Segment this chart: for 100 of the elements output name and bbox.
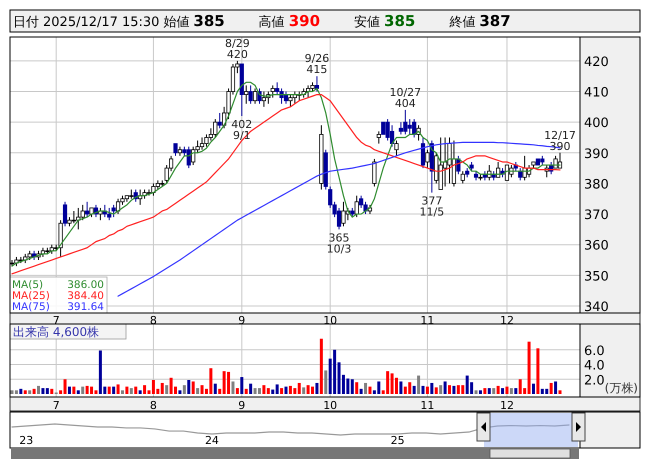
bar (350, 379, 354, 394)
candlestick (350, 207, 354, 218)
bar (196, 388, 200, 394)
bar (315, 382, 318, 394)
bar (501, 388, 504, 394)
bar (532, 384, 535, 394)
bar (209, 368, 212, 394)
candlestick (288, 94, 293, 108)
candlestick (310, 82, 315, 92)
y-tick-label: 340 (584, 300, 609, 315)
y-tick-label: 360 (584, 238, 609, 254)
y-tick-label: 370 (584, 208, 609, 224)
candlestick (62, 201, 68, 227)
y-axis-title: (万株) (604, 381, 638, 395)
bar (116, 384, 120, 394)
candlestick (474, 170, 478, 181)
annotation: 377 11/5 (419, 194, 444, 219)
bar (448, 385, 452, 394)
bar (545, 388, 548, 394)
annotation: 出来高 4,600株 (13, 325, 100, 339)
x-tick-label: 10 (323, 399, 338, 412)
bar (417, 376, 420, 394)
bar (244, 388, 248, 394)
chart-title: 日付 2025/12/17 15:30 始値 385 高値 390 安値 385 終値 387 (13, 12, 511, 30)
bar (422, 386, 424, 394)
y-tick-label: 420 (584, 54, 609, 70)
bar (50, 388, 54, 394)
bar (434, 387, 438, 394)
bar (231, 381, 234, 394)
annotation: 9/26 415 (304, 52, 330, 76)
annotation: 10/27 404 (389, 86, 422, 110)
bar (37, 386, 40, 394)
bar (368, 386, 372, 394)
candlestick (178, 146, 182, 156)
bar (236, 388, 239, 394)
annotation: 12/17 390 (544, 128, 576, 153)
candlestick (129, 189, 134, 200)
bar (182, 385, 186, 394)
bar (72, 386, 76, 394)
candlestick (186, 146, 191, 169)
candlestick (173, 143, 178, 156)
candlestick (204, 134, 209, 148)
candlestick (218, 112, 222, 129)
candlestick (244, 84, 248, 104)
candlestick (248, 84, 253, 104)
candlestick (420, 136, 426, 169)
candlestick (376, 130, 381, 144)
bar (94, 390, 98, 394)
text: MA(75) 391.64 (12, 301, 104, 313)
candlestick (460, 170, 465, 184)
candlestick (314, 76, 320, 92)
bar (284, 386, 288, 394)
bar (550, 382, 553, 394)
bar (483, 388, 486, 394)
candlestick (359, 195, 364, 208)
bar (452, 386, 456, 394)
bar (214, 384, 217, 394)
bar (192, 381, 195, 394)
bar (178, 390, 182, 394)
x-tick-label: 9 (238, 399, 246, 412)
bar (254, 388, 257, 394)
bar (108, 386, 111, 394)
bar (143, 385, 146, 394)
bar (81, 386, 84, 394)
y-tick-label: 6.0 (584, 344, 605, 359)
bar (461, 385, 464, 394)
annotation: 8/29 420 (225, 36, 250, 61)
bar (165, 385, 168, 394)
bar (120, 390, 124, 394)
bar (364, 382, 368, 394)
bar (540, 388, 544, 394)
candlestick (381, 122, 386, 135)
bar (306, 385, 310, 394)
candlestick (336, 207, 342, 230)
bar (536, 348, 540, 394)
bar (160, 382, 164, 394)
bar (496, 386, 500, 394)
x-tick-label: 7 (52, 314, 60, 327)
candlestick (398, 122, 404, 135)
bar (320, 338, 323, 394)
candlestick (504, 164, 510, 181)
bar (86, 386, 89, 394)
candlestick (85, 201, 90, 218)
bar (324, 370, 328, 394)
candlestick (213, 118, 218, 138)
bar (377, 381, 380, 394)
bar (32, 388, 36, 394)
bar (46, 388, 49, 394)
bar (488, 388, 491, 394)
bar (466, 376, 469, 394)
candlestick (470, 161, 474, 172)
bar (68, 386, 71, 394)
candlestick (341, 201, 346, 227)
bar (258, 388, 261, 394)
bar (558, 390, 562, 394)
x-tick-label: 25 (390, 434, 405, 447)
bar (518, 379, 522, 394)
x-tick-label: 24 (204, 434, 219, 447)
x-tick-label: 23 (19, 434, 34, 447)
text: MA(25) 384.40 (12, 290, 104, 302)
